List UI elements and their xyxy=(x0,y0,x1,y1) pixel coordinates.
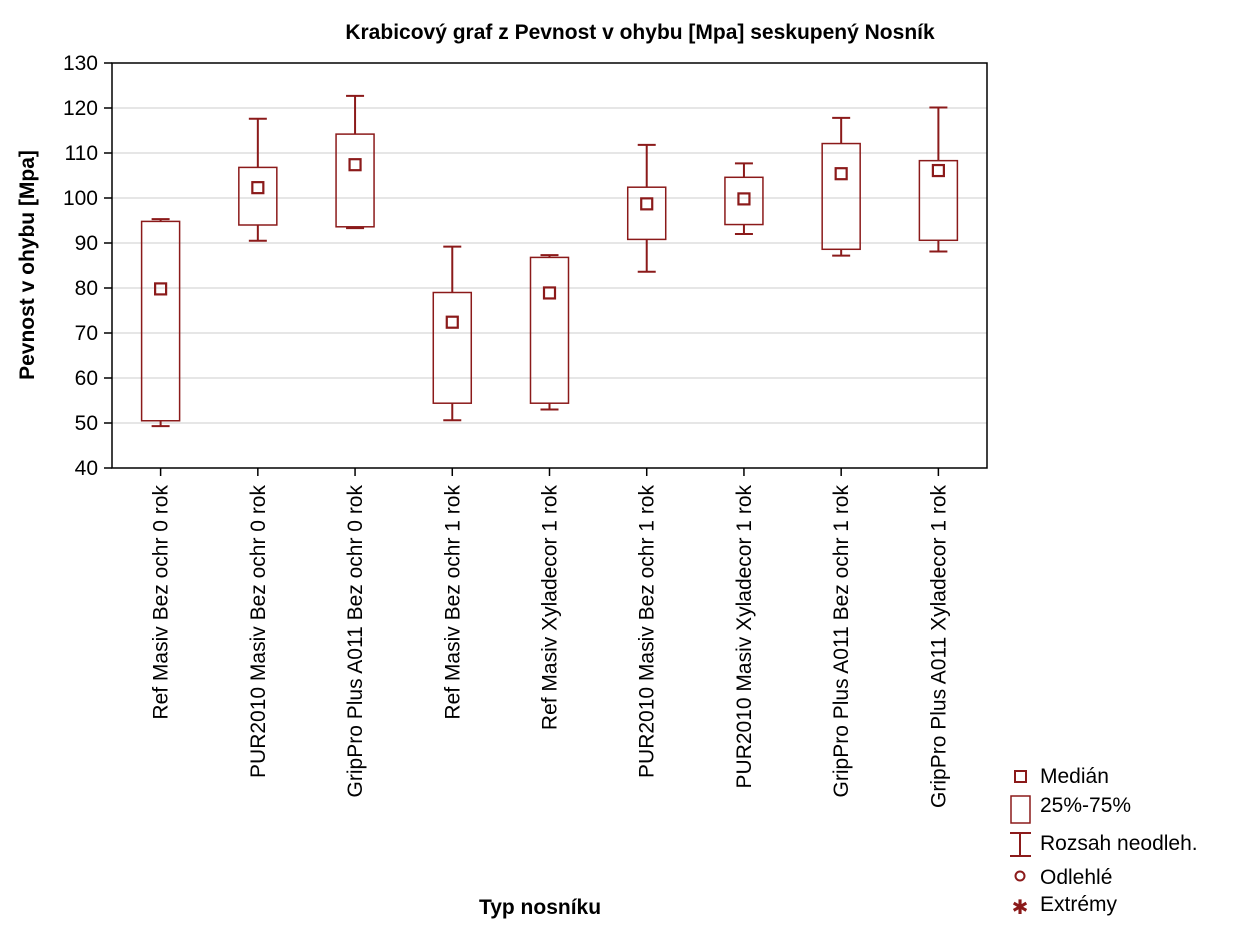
legend-item-iqr: 25%-75% xyxy=(1010,794,1131,824)
chart-title: Krabicový graf z Pevnost v ohybu [Mpa] s… xyxy=(345,21,935,44)
iqr-box xyxy=(626,186,667,241)
box-1 xyxy=(140,218,181,428)
median-marker xyxy=(542,286,557,300)
box-7 xyxy=(724,162,764,235)
y-tick-label: 70 xyxy=(75,322,98,345)
x-axis-category-labels: Ref Masiv Bez ochr 0 rok PUR2010 Masiv Be… xyxy=(150,468,950,808)
legend-extreme-label: Extrémy xyxy=(1040,893,1118,916)
x-axis-title: Typ nosníku xyxy=(479,896,601,919)
y-tick-label: 80 xyxy=(75,277,98,300)
box-5 xyxy=(529,254,570,411)
box-6 xyxy=(626,143,667,273)
x-tick-label: PUR2010 Masiv Xyladecor 1 rok xyxy=(733,485,756,789)
legend-median-label: Medián xyxy=(1040,765,1109,788)
x-tick-label: PUR2010 Masiv Bez ochr 0 rok xyxy=(247,485,270,778)
iqr-box xyxy=(821,142,861,251)
legend-outlier-marker xyxy=(1014,870,1026,882)
median-marker xyxy=(931,163,945,178)
median-marker xyxy=(640,197,654,211)
y-axis-title: Pevnost v ohybu [Mpa] xyxy=(16,150,39,380)
legend-extreme-marker: ✱ xyxy=(1012,895,1029,919)
median-marker xyxy=(834,167,848,181)
median-marker xyxy=(251,181,265,195)
iqr-box xyxy=(238,166,278,226)
x-tick-label: Ref Masiv Bez ochr 1 rok xyxy=(441,485,464,720)
x-tick-label: GripPro Plus A011 Bez ochr 0 rok xyxy=(344,485,367,798)
box-3 xyxy=(335,94,375,230)
legend-item-range: Rozsah neodleh. xyxy=(1010,832,1198,857)
box-8 xyxy=(821,116,861,257)
iqr-box xyxy=(335,133,375,228)
x-tick-label: GripPro Plus A011 Xyladecor 1 rok xyxy=(927,485,950,808)
median-marker xyxy=(154,282,168,296)
x-tick-label: Ref Masiv Xyladecor 1 rok xyxy=(539,485,562,731)
boxes xyxy=(140,94,959,428)
box-2 xyxy=(238,117,278,242)
legend-item-extremes: ✱ Extrémy xyxy=(1012,893,1118,919)
legend-iqr-label: 25%-75% xyxy=(1040,794,1131,817)
y-tick-label: 40 xyxy=(75,457,98,480)
y-tick-label: 130 xyxy=(63,52,98,75)
y-tick-label: 100 xyxy=(63,187,98,210)
iqr-box xyxy=(724,176,764,226)
median-marker xyxy=(737,192,751,206)
legend-range-label: Rozsah neodleh. xyxy=(1040,832,1198,855)
x-tick-label: PUR2010 Masiv Bez ochr 1 rok xyxy=(636,485,659,778)
y-tick-label: 90 xyxy=(75,232,98,255)
legend-item-median: Medián xyxy=(1014,765,1109,788)
y-axis-ticks: 40 50 60 70 80 90 100 110 120 130 xyxy=(63,52,112,480)
legend-outlier-label: Odlehlé xyxy=(1040,866,1112,889)
y-tick-label: 50 xyxy=(75,412,98,435)
legend: Medián 25%-75% Rozsah neodleh. Odlehlé ✱… xyxy=(1010,765,1198,919)
x-tick-label: GripPro Plus A011 Bez ochr 1 rok xyxy=(830,485,853,798)
iqr-box xyxy=(140,220,181,422)
y-tick-label: 120 xyxy=(63,97,98,120)
legend-item-outliers: Odlehlé xyxy=(1014,866,1112,889)
y-tick-label: 110 xyxy=(65,142,98,165)
legend-iqr-marker xyxy=(1010,795,1031,824)
y-tick-label: 60 xyxy=(75,367,98,390)
box-4 xyxy=(432,245,473,422)
grid-lines xyxy=(112,107,987,424)
iqr-box xyxy=(918,159,959,242)
iqr-box xyxy=(529,256,570,404)
median-marker xyxy=(445,315,459,329)
plot-frame xyxy=(111,62,988,469)
median-marker xyxy=(348,158,362,172)
legend-median-marker xyxy=(1014,770,1027,783)
x-tick-label: Ref Masiv Bez ochr 0 rok xyxy=(150,485,173,720)
box-9 xyxy=(918,106,959,253)
iqr-box xyxy=(432,291,473,404)
